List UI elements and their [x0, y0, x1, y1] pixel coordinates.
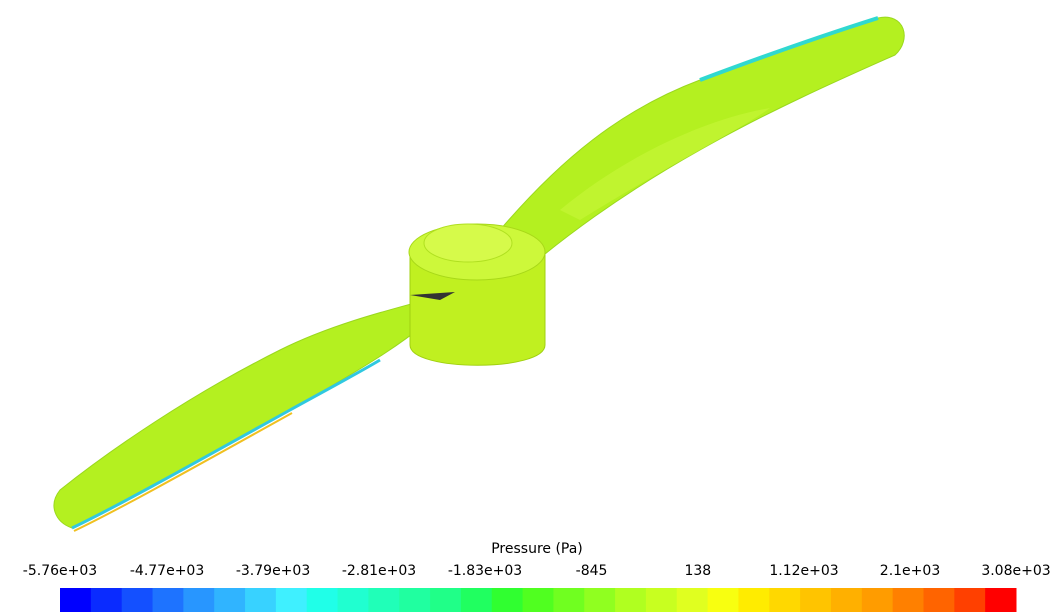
color-band — [738, 588, 769, 612]
tick-label: -1.83e+03 — [448, 563, 522, 579]
color-band — [153, 588, 184, 612]
colorbar-title: Pressure (Pa) — [491, 541, 583, 557]
color-band — [831, 588, 862, 612]
tick-label: -3.79e+03 — [236, 563, 310, 579]
tick-label: 3.08e+03 — [981, 563, 1050, 579]
color-band — [862, 588, 893, 612]
color-band — [122, 588, 153, 612]
color-band — [646, 588, 677, 612]
tick-label: -5.76e+03 — [23, 563, 97, 579]
hub-cap — [424, 224, 512, 262]
lower-blade — [54, 292, 455, 528]
color-band — [985, 588, 1016, 612]
color-band — [523, 588, 554, 612]
color-band — [91, 588, 122, 612]
color-band — [60, 588, 91, 612]
color-band — [368, 588, 399, 612]
propeller — [54, 17, 904, 531]
color-band — [214, 588, 245, 612]
tick-label: 2.1e+03 — [880, 563, 940, 579]
tick-label: -2.81e+03 — [342, 563, 416, 579]
color-band — [276, 588, 307, 612]
color-band — [307, 588, 338, 612]
color-band — [677, 588, 708, 612]
tick-label: -4.77e+03 — [130, 563, 204, 579]
color-band — [338, 588, 369, 612]
color-band — [708, 588, 739, 612]
tick-label: -845 — [576, 563, 608, 579]
colorbar: -5.76e+03 -4.77e+03 -3.79e+03 -2.81e+03 -1.8… — [23, 563, 1051, 612]
color-band — [399, 588, 430, 612]
color-band — [800, 588, 831, 612]
color-band — [769, 588, 800, 612]
color-band — [954, 588, 985, 612]
color-band — [461, 588, 492, 612]
color-band — [430, 588, 461, 612]
color-band — [245, 588, 276, 612]
color-band — [923, 588, 954, 612]
color-band — [584, 588, 615, 612]
color-band — [553, 588, 584, 612]
color-band — [893, 588, 924, 612]
color-band — [492, 588, 523, 612]
viewport: Pressure (Pa) -5.76e+03 -4.77e+03 -3.79e+0… — [0, 0, 1060, 616]
color-band — [183, 588, 214, 612]
tick-label: 1.12e+03 — [769, 563, 838, 579]
tick-label: 138 — [684, 563, 711, 579]
color-band — [615, 588, 646, 612]
